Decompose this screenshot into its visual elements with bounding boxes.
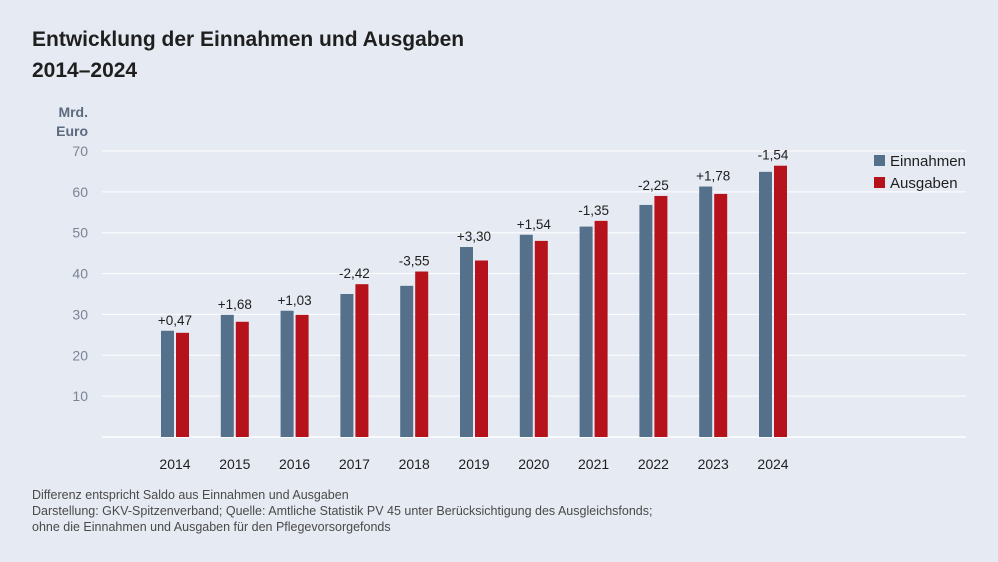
x-tick-label-2016: 2016 <box>279 456 310 472</box>
data-label-2023: +1,78 <box>696 169 730 184</box>
data-label-2021: -1,35 <box>578 203 609 218</box>
x-tick-label-2015: 2015 <box>219 456 250 472</box>
bar-ausgaben-2024 <box>774 165 787 438</box>
bar-einnahmen-2022 <box>639 204 653 437</box>
y-tick-label: 70 <box>72 143 88 159</box>
data-label-2019: +3,30 <box>457 229 491 244</box>
data-label-2022: -2,25 <box>638 178 669 193</box>
bar-ausgaben-2015 <box>235 321 249 437</box>
bar-einnahmen-2020 <box>519 234 533 437</box>
data-label-2024: -1,54 <box>758 148 789 163</box>
x-tick-label-2021: 2021 <box>578 456 609 472</box>
chart-title: Entwicklung der Einnahmen und Ausgaben 2… <box>32 24 464 86</box>
bar-einnahmen-2018 <box>400 285 414 437</box>
footer-line-2: Darstellung: GKV-Spitzenverband; Quelle:… <box>32 504 653 518</box>
bar-ausgaben-2022 <box>654 195 668 437</box>
y-axis-unit-line-2: Euro <box>56 123 88 139</box>
bar-ausgaben-2020 <box>534 240 548 437</box>
chart-title-line-2: 2014–2024 <box>32 59 138 82</box>
data-label-2015: +1,68 <box>218 297 252 312</box>
legend-label-einnahmen: Einnahmen <box>890 153 966 170</box>
bar-einnahmen-2024 <box>759 171 772 437</box>
x-tick-label-2022: 2022 <box>638 456 669 472</box>
bar-ausgaben-2014 <box>176 332 189 437</box>
data-label-2020: +1,54 <box>517 217 552 232</box>
x-tick-label-2019: 2019 <box>458 456 489 472</box>
bar-ausgaben-2023 <box>714 193 728 437</box>
y-tick-label: 40 <box>72 266 88 282</box>
footer-notes: Differenz entspricht Saldo aus Einnahmen… <box>32 487 652 535</box>
legend-swatch-ausgaben <box>874 177 885 188</box>
x-tick-label-2017: 2017 <box>339 456 370 472</box>
bar-einnahmen-2016 <box>280 310 294 437</box>
x-tick-label-2020: 2020 <box>518 456 549 472</box>
x-tick-label-2014: 2014 <box>159 456 190 472</box>
x-tick-label-2023: 2023 <box>698 456 729 472</box>
bar-ausgaben-2019 <box>475 260 488 437</box>
data-label-2016: +1,03 <box>278 293 312 308</box>
data-label-2014: +0,47 <box>158 313 192 328</box>
chart-title-line-1: Entwicklung der Einnahmen und Ausgaben <box>32 28 465 51</box>
bar-ausgaben-2017 <box>355 284 369 437</box>
bar-ausgaben-2018 <box>415 271 429 437</box>
y-tick-label: 10 <box>72 388 88 404</box>
data-label-2018: -3,55 <box>399 254 430 269</box>
legend-label-ausgaben: Ausgaben <box>890 175 958 192</box>
x-tick-label-2018: 2018 <box>399 456 430 472</box>
x-tick-label-2024: 2024 <box>757 456 788 472</box>
bar-einnahmen-2023 <box>699 186 713 437</box>
bar-einnahmen-2014 <box>161 330 174 437</box>
bar-einnahmen-2019 <box>460 247 473 437</box>
legend-swatch-einnahmen <box>874 155 885 166</box>
bar-einnahmen-2017 <box>340 294 354 437</box>
data-label-2017: -2,42 <box>339 266 370 281</box>
bar-ausgaben-2016 <box>295 314 309 437</box>
footer-line-3: ohne die Einnahmen und Ausgaben für den … <box>32 520 391 534</box>
y-tick-label: 50 <box>72 225 88 241</box>
bar-einnahmen-2015 <box>220 314 234 437</box>
y-tick-label: 30 <box>72 306 88 322</box>
y-axis-unit: Mrd. Euro <box>50 103 88 141</box>
footer-line-1: Differenz entspricht Saldo aus Einnahmen… <box>32 488 349 502</box>
bar-einnahmen-2021 <box>579 226 593 437</box>
y-tick-label: 60 <box>72 184 88 200</box>
y-tick-label: 20 <box>72 347 88 363</box>
bar-ausgaben-2021 <box>594 220 608 437</box>
y-axis-unit-line-1: Mrd. <box>58 104 88 120</box>
